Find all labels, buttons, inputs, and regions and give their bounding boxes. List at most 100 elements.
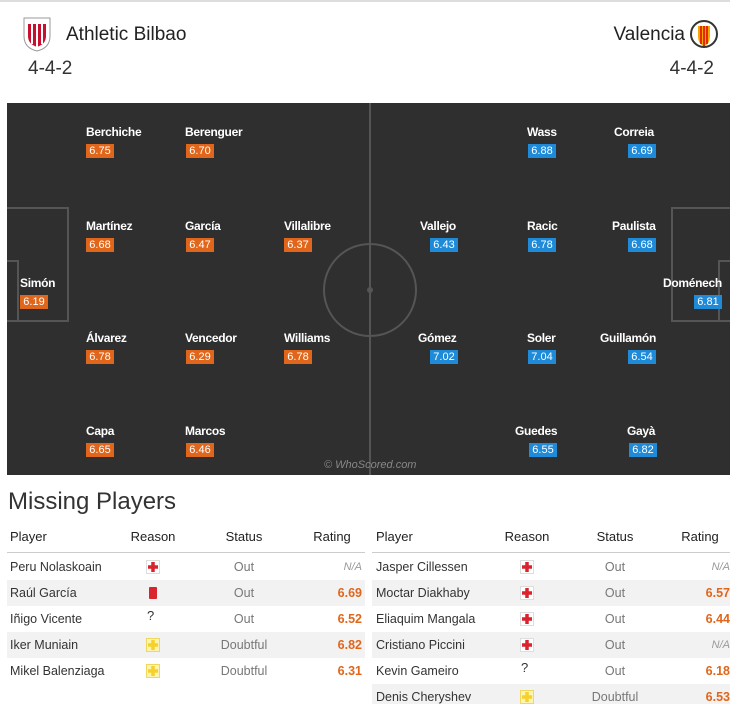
player-name: Marcos (185, 424, 226, 438)
player-name: Paulista (612, 219, 656, 233)
header-rule (372, 552, 730, 553)
player-rating: 6.43 (430, 238, 458, 252)
player-name: Williams (284, 331, 331, 345)
reason-icon (146, 586, 160, 600)
player-name: Racic (527, 219, 558, 233)
away-formation: 4-4-2 (669, 58, 714, 79)
status-cell: Out (233, 586, 255, 600)
player-cell: Raúl García (10, 586, 77, 600)
row-background (7, 632, 365, 658)
status-cell: Out (604, 638, 626, 652)
player-cell: Kevin Gameiro (376, 664, 459, 678)
rating-cell: 6.69 (337, 586, 362, 600)
rating-cell: 6.52 (337, 612, 362, 626)
status-cell: Out (604, 612, 626, 626)
player-rating: 6.88 (528, 144, 556, 158)
player-name: Simón (20, 276, 56, 290)
player-rating: 6.69 (628, 144, 656, 158)
reason-icon (520, 638, 534, 652)
home-logo (23, 17, 51, 52)
row-background (372, 632, 730, 658)
player-name: Berchiche (86, 125, 142, 139)
status-cell: Doubtful (591, 690, 639, 704)
player-name: Gayà (627, 424, 656, 438)
player-rating: 6.75 (86, 144, 114, 158)
column-header: Reason (504, 529, 550, 544)
player-name: Vallejo (420, 219, 456, 233)
reason-icon (520, 612, 534, 626)
reason-icon (146, 638, 160, 652)
status-cell: Out (604, 560, 626, 574)
player-rating: 6.78 (284, 350, 312, 364)
column-header: Rating (313, 529, 351, 544)
player-rating: 6.65 (86, 443, 114, 457)
reason-icon (520, 560, 534, 574)
player-name: Guillamón (600, 331, 656, 345)
rating-cell: N/A (711, 639, 730, 651)
column-header: Reason (130, 529, 176, 544)
column-header: Status (225, 529, 263, 544)
player-rating: 6.81 (694, 295, 722, 309)
status-cell: Doubtful (220, 638, 268, 652)
player-cell: Cristiano Piccini (376, 638, 465, 652)
player-rating: 7.02 (430, 350, 458, 364)
icon (149, 587, 157, 599)
rating-cell: 6.31 (337, 664, 362, 678)
player-cell: Iñigo Vicente (10, 612, 83, 626)
column-header: Player (376, 529, 413, 544)
player-rating: 6.54 (628, 350, 656, 364)
player-rating: 6.55 (529, 443, 557, 457)
section-title: Missing Players (8, 488, 177, 515)
player-rating: 6.37 (284, 238, 312, 252)
player-rating: 6.19 (20, 295, 48, 309)
reason-unknown: ? (521, 660, 529, 675)
player-cell: Mikel Balenziaga (10, 664, 105, 678)
player-name: Correia (614, 125, 654, 139)
row-background (372, 684, 730, 704)
player-rating: 6.82 (629, 443, 657, 457)
player-cell: Denis Cheryshev (376, 690, 472, 704)
home-team-name: Athletic Bilbao (66, 24, 187, 45)
player-rating: 6.47 (186, 238, 214, 252)
player-rating: 6.78 (86, 350, 114, 364)
player-cell: Iker Muniain (10, 638, 79, 652)
away-team-name: Valencia (613, 24, 685, 45)
status-cell: Out (604, 586, 626, 600)
status-cell: Out (233, 612, 255, 626)
reason-icon (146, 664, 160, 678)
row-background (372, 580, 730, 606)
icon (520, 560, 534, 574)
top-border (0, 0, 730, 2)
player-name: Soler (527, 331, 556, 345)
player-cell: Moctar Diakhaby (376, 586, 470, 600)
player-name: Gómez (418, 331, 457, 345)
player-rating: 6.78 (528, 238, 556, 252)
status-cell: Out (604, 664, 626, 678)
player-name: Martínez (86, 219, 133, 233)
reason-unknown: ? (147, 608, 155, 623)
player-name: Doménech (663, 276, 722, 290)
rating-cell: N/A (343, 561, 362, 573)
player-name: Álvarez (86, 331, 127, 345)
rating-cell: 6.44 (705, 612, 730, 626)
column-header: Rating (681, 529, 719, 544)
player-rating: 6.68 (628, 238, 656, 252)
away-logo (690, 20, 718, 48)
player-rating: 6.46 (186, 443, 214, 457)
rating-cell: 6.82 (337, 638, 362, 652)
icon (520, 690, 534, 704)
player-rating: 6.29 (186, 350, 214, 364)
icon (146, 638, 160, 652)
icon (520, 612, 534, 626)
rating-cell: N/A (711, 561, 730, 573)
icon (146, 560, 160, 574)
player-name: Vencedor (185, 331, 237, 345)
watermark: © WhoScored.com (324, 459, 417, 471)
player-name: Guedes (515, 424, 558, 438)
player-name: García (185, 219, 221, 233)
player-name: Berenguer (185, 125, 243, 139)
reason-icon (520, 586, 534, 600)
column-header: Status (596, 529, 634, 544)
rating-cell: 6.18 (705, 664, 730, 678)
